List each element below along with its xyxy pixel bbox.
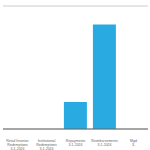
svg-text:Retail InvestorRedemptions3-1-: Retail InvestorRedemptions3-1-2024 (8, 139, 30, 150)
svg-text:Reimbursements3-1-2024: Reimbursements3-1-2024 (91, 139, 118, 147)
svg-text:Repayments3-1-2024: Repayments3-1-2024 (66, 139, 86, 147)
svg-text:Mgd3-: Mgd3- (130, 139, 137, 147)
svg-text:InstitutionalRedemptions3-1-20: InstitutionalRedemptions3-1-2024 (36, 139, 57, 150)
